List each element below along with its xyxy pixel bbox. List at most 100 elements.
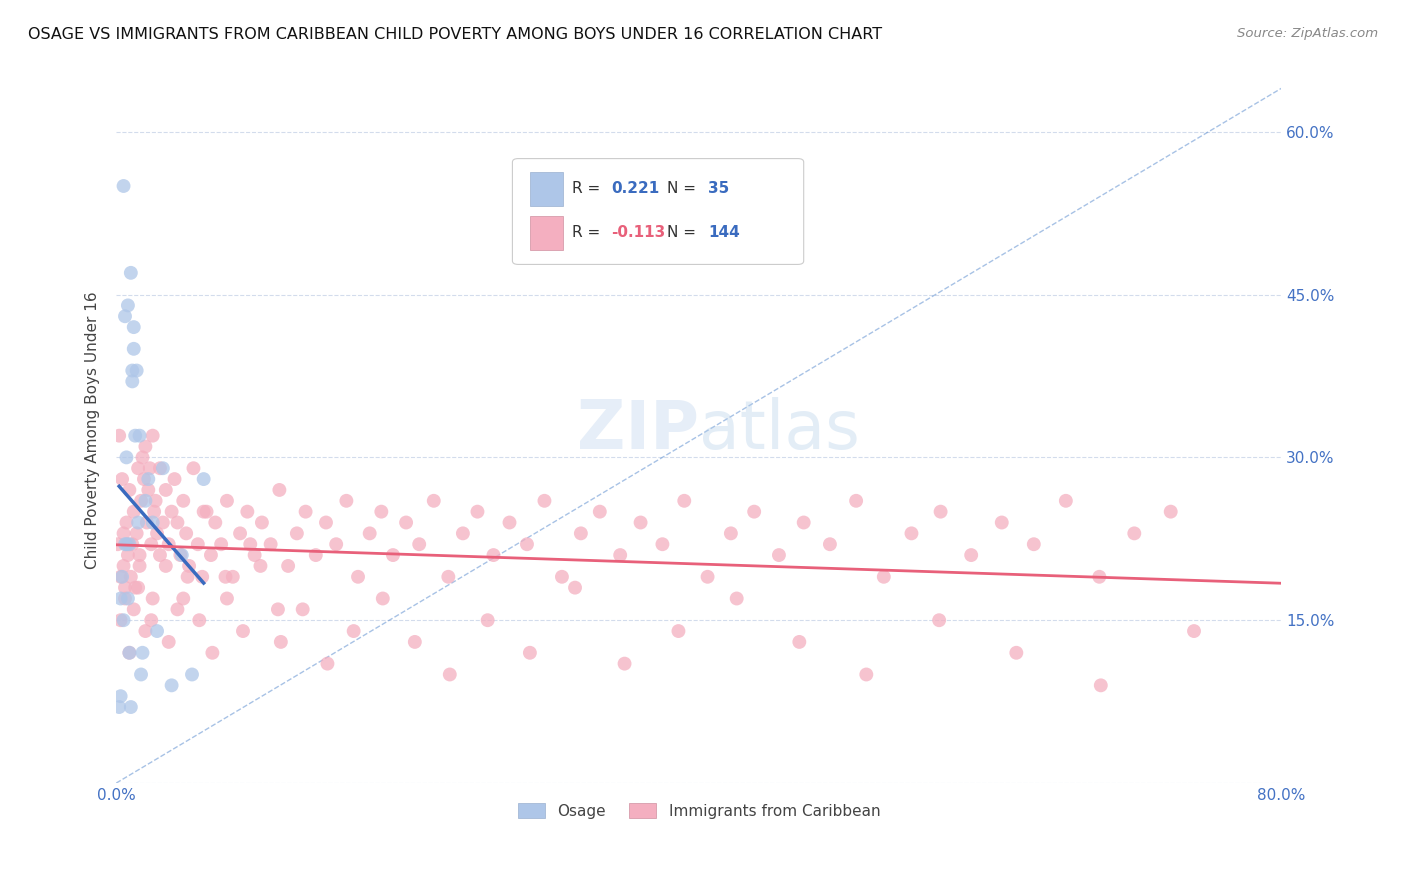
Point (335, 493, 357, 508)
Point (134, 624, 156, 638)
Point (768, 548, 790, 562)
Point (127, 581, 149, 595)
Point (128, 558, 150, 573)
Point (215, 493, 238, 508)
Text: Source: ZipAtlas.com: Source: ZipAtlas.com (1237, 27, 1378, 40)
Point (172, 591, 194, 606)
Point (845, 493, 868, 508)
Point (720, 526, 742, 541)
Point (114, 581, 136, 595)
Point (112, 558, 135, 573)
Point (498, 516, 520, 530)
Point (347, 570, 370, 584)
Point (818, 537, 841, 551)
Point (291, 602, 314, 616)
Point (232, 624, 254, 638)
Point (121, 363, 143, 377)
Point (152, 461, 174, 475)
Point (117, 537, 139, 551)
Point (277, 558, 299, 573)
Point (187, 537, 209, 551)
Point (108, 428, 131, 442)
Point (215, 591, 238, 606)
Point (166, 516, 188, 530)
Point (132, 472, 155, 486)
Point (114, 537, 136, 551)
Point (477, 613, 499, 627)
Point (146, 526, 169, 541)
Point (482, 548, 505, 562)
Point (259, 537, 281, 551)
Point (191, 570, 214, 584)
Point (294, 505, 316, 519)
Point (209, 537, 232, 551)
Point (451, 526, 474, 541)
Point (152, 516, 174, 530)
Point (157, 537, 180, 551)
Point (270, 635, 292, 649)
Point (928, 613, 950, 627)
Point (437, 570, 460, 584)
Text: N =: N = (668, 181, 696, 196)
Point (149, 548, 172, 562)
Point (516, 537, 538, 551)
Text: N =: N = (668, 225, 696, 240)
Y-axis label: Child Poverty Among Boys Under 16: Child Poverty Among Boys Under 16 (86, 292, 100, 569)
Point (371, 591, 394, 606)
Point (122, 342, 145, 356)
Point (111, 570, 134, 584)
Point (382, 548, 405, 562)
Point (855, 667, 877, 681)
Point (125, 526, 148, 541)
Point (193, 505, 215, 519)
Point (170, 548, 193, 562)
Point (160, 678, 183, 692)
Point (146, 624, 169, 638)
Point (122, 505, 145, 519)
Point (112, 613, 135, 627)
Point (118, 646, 141, 660)
Text: -0.113: -0.113 (612, 225, 665, 240)
Point (195, 505, 218, 519)
Point (141, 537, 163, 551)
Point (172, 493, 194, 508)
Point (117, 548, 139, 562)
Point (873, 570, 896, 584)
Point (214, 570, 236, 584)
Point (673, 493, 696, 508)
Point (112, 179, 135, 194)
Point (110, 613, 132, 627)
Point (118, 537, 141, 551)
Point (155, 558, 177, 573)
Point (370, 505, 392, 519)
Text: R =: R = (572, 181, 605, 196)
Point (1088, 570, 1111, 584)
Point (613, 657, 636, 671)
Point (142, 428, 165, 442)
Point (239, 537, 262, 551)
Point (127, 461, 149, 475)
Point (124, 581, 146, 595)
Bar (530, 172, 562, 206)
Point (589, 505, 612, 519)
Point (193, 472, 215, 486)
Point (630, 516, 652, 530)
Point (183, 461, 205, 475)
Point (725, 591, 748, 606)
Point (136, 472, 159, 486)
Point (139, 461, 162, 475)
Point (121, 375, 143, 389)
Point (1182, 624, 1205, 638)
Point (316, 657, 339, 671)
Point (408, 537, 430, 551)
Point (651, 537, 673, 551)
Point (229, 526, 252, 541)
Point (125, 363, 148, 377)
Point (115, 537, 138, 551)
Point (128, 428, 150, 442)
Text: 35: 35 (709, 181, 730, 196)
Text: atlas: atlas (699, 397, 859, 463)
Text: ZIP: ZIP (576, 397, 699, 463)
Point (1090, 678, 1112, 692)
Text: 144: 144 (709, 225, 740, 240)
